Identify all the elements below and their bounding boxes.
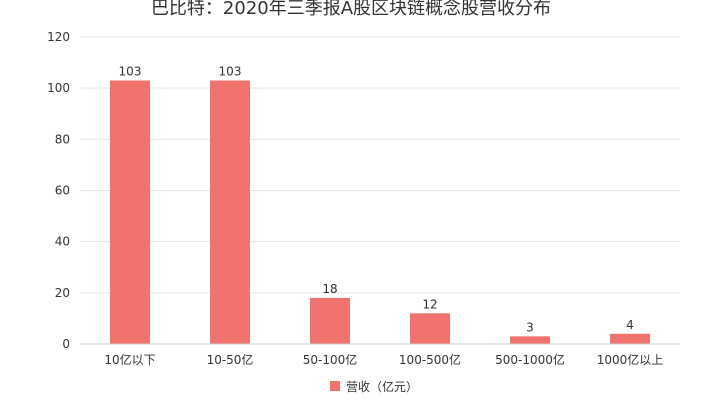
y-tick-label: 100	[47, 81, 70, 95]
y-tick-label: 40	[55, 235, 70, 249]
y-axis: 0 20 40 60 80 100 120	[47, 30, 70, 351]
y-tick-label: 120	[47, 30, 70, 44]
bar[interactable]	[510, 336, 550, 344]
legend-label: 营收（亿元）	[346, 379, 418, 394]
legend-swatch	[330, 381, 340, 391]
data-label: 4	[626, 318, 634, 332]
y-tick-label: 0	[62, 337, 70, 351]
x-tick-label: 10-50亿	[207, 352, 254, 367]
bar[interactable]	[610, 333, 650, 344]
x-tick-label: 10亿以下	[104, 352, 155, 367]
x-tick-label: 100-500亿	[399, 352, 461, 367]
x-tick-label: 500-1000亿	[495, 352, 565, 367]
data-label: 18	[322, 282, 337, 296]
bar-series: 103 103 18 12 3 4	[110, 64, 650, 344]
y-tick-label: 60	[55, 184, 70, 198]
bar[interactable]	[410, 313, 450, 344]
chart-title: 巴比特：2020年三季报A股区块链概念股营收分布	[151, 0, 551, 19]
gridlines	[80, 36, 680, 294]
bar[interactable]	[110, 80, 150, 344]
data-label: 12	[422, 297, 437, 311]
data-label: 3	[526, 320, 534, 334]
data-label: 103	[119, 64, 142, 78]
x-tick-label: 1000亿以上	[597, 352, 664, 367]
legend[interactable]: 营收（亿元）	[330, 379, 418, 394]
y-tick-label: 80	[55, 132, 70, 146]
bar[interactable]	[310, 297, 350, 344]
y-tick-label: 20	[55, 286, 70, 300]
x-tick-label: 50-100亿	[303, 352, 358, 367]
bar[interactable]	[210, 80, 250, 344]
x-axis: 10亿以下 10-50亿 50-100亿 100-500亿 500-1000亿 1000亿…	[80, 343, 680, 367]
data-label: 103	[219, 64, 242, 78]
